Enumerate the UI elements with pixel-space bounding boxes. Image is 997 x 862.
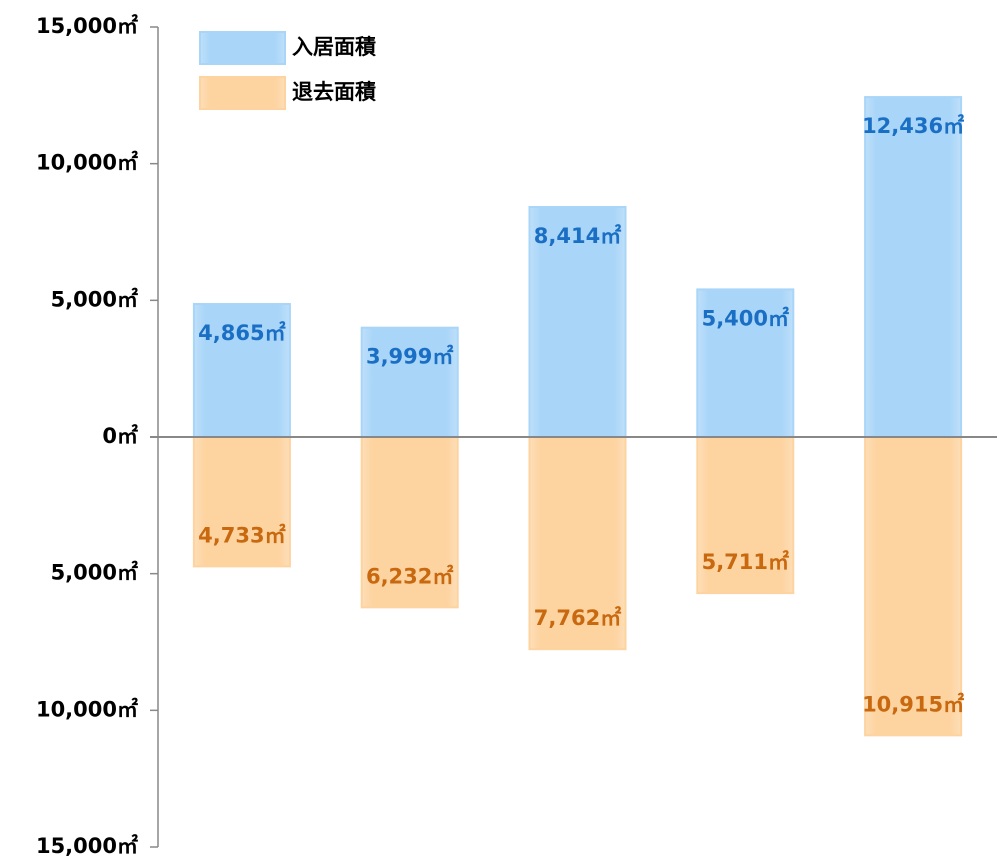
data-label: 10,915㎡ (862, 692, 964, 716)
bar (528, 206, 627, 438)
data-label: 3,999㎡ (366, 345, 453, 369)
legend-label: 入居面積 (292, 35, 377, 59)
y-tick-label: 0㎡ (102, 424, 138, 448)
bar (696, 436, 795, 595)
y-tick-label: 5,000㎡ (51, 287, 138, 311)
data-label: 6,232㎡ (366, 564, 453, 588)
data-label: 12,436㎡ (862, 114, 964, 138)
y-tick-label: 15,000㎡ (36, 14, 138, 38)
y-tick-label: 10,000㎡ (36, 697, 138, 721)
legend-swatch (199, 31, 286, 65)
bar (192, 436, 291, 568)
data-label: 7,762㎡ (534, 606, 621, 630)
y-tick-label: 5,000㎡ (51, 561, 138, 585)
bar (864, 96, 963, 438)
data-label: 4,865㎡ (198, 321, 285, 345)
y-tick-label: 15,000㎡ (36, 834, 138, 858)
data-label: 5,400㎡ (702, 306, 789, 330)
bar (192, 303, 291, 439)
data-label: 4,733㎡ (198, 523, 285, 547)
data-label: 8,414㎡ (534, 224, 621, 248)
bar (696, 288, 795, 438)
legend-swatch (199, 76, 286, 110)
legend-label: 退去面積 (292, 80, 377, 104)
data-label: 5,711㎡ (702, 550, 789, 574)
y-tick-label: 10,000㎡ (36, 151, 138, 175)
bar (864, 436, 963, 737)
